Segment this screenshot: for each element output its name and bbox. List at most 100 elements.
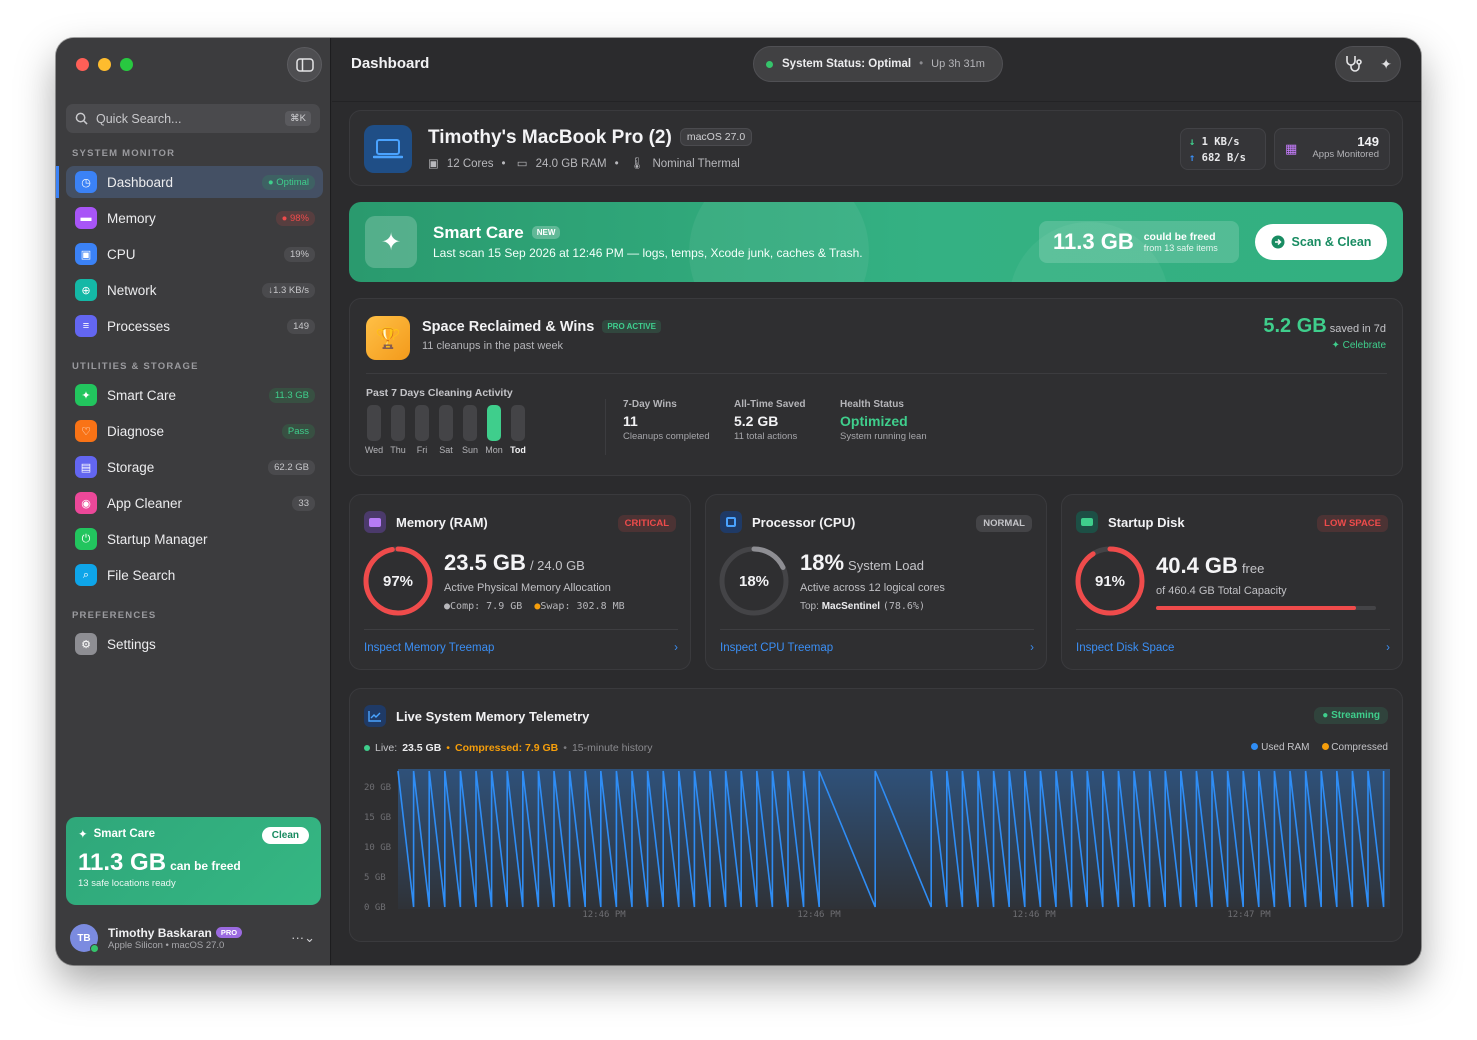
day-bar: Fri bbox=[414, 405, 430, 455]
sidebar-item-memory[interactable]: ▬ Memory ● 98% bbox=[66, 202, 323, 234]
link-label: Inspect Disk Space bbox=[1076, 642, 1175, 654]
critical-badge: CRITICAL bbox=[617, 515, 676, 532]
close-window-button[interactable] bbox=[76, 58, 89, 71]
search-shortcut: ⌘K bbox=[285, 111, 311, 126]
sidebar-item-label: Network bbox=[107, 282, 157, 298]
legend-label: Compressed bbox=[1331, 742, 1388, 753]
status-dot bbox=[766, 60, 773, 68]
memory-card-header: Memory (RAM) bbox=[364, 511, 488, 533]
banner-title: Smart Care bbox=[433, 223, 524, 242]
chart-icon bbox=[364, 705, 386, 727]
minimize-window-button[interactable] bbox=[98, 58, 111, 71]
compressed-value: Compressed: 7.9 GB bbox=[454, 742, 559, 754]
day-bar: Sat bbox=[438, 405, 454, 455]
used-ram-line bbox=[397, 770, 1385, 908]
section-system-monitor: SYSTEM MONITOR bbox=[72, 148, 176, 159]
sidebar-item-diagnose[interactable]: ♡ Diagnose Pass bbox=[66, 415, 323, 447]
x-tick-label: 12:46 PM bbox=[797, 910, 841, 920]
user-info: Timothy Baskaran PRO Apple Silicon • macO… bbox=[98, 925, 243, 951]
y-tick-label: 0 GB bbox=[364, 903, 386, 913]
apps-label: Apps Monitored bbox=[1312, 149, 1379, 160]
section-utilities-storage: UTILITIES & STORAGE bbox=[72, 361, 199, 372]
user-profile[interactable]: TB Timothy Baskaran PRO Apple Silicon • m… bbox=[70, 924, 315, 953]
sidebar-item-label: Processes bbox=[107, 318, 171, 334]
memory-total: / 24.0 GB bbox=[529, 558, 585, 573]
banner-subtitle: Last scan 15 Sep 2026 at 12:46 PM — logs… bbox=[433, 246, 863, 260]
y-tick-label: 15 GB bbox=[364, 813, 391, 823]
card-title: Processor (CPU) bbox=[752, 514, 856, 530]
separator-dot: • bbox=[614, 158, 619, 170]
sidebar-item-storage[interactable]: ▤ Storage 62.2 GB bbox=[66, 451, 323, 483]
sidebar-item-network[interactable]: ⊕ Network ↓1.3 KB/s bbox=[66, 274, 323, 306]
freeable-caption: could be freed from 13 safe items bbox=[1143, 230, 1218, 253]
sidebar-item-label: CPU bbox=[107, 246, 136, 262]
stethoscope-icon[interactable] bbox=[1344, 54, 1364, 75]
memory-icon: ▭ bbox=[516, 158, 528, 170]
clean-button[interactable]: Clean bbox=[261, 827, 309, 844]
inspect-memory-link[interactable]: Inspect Memory Treemap › bbox=[364, 629, 678, 654]
machine-name-row: Timothy's MacBook Pro (2) macOS 27.0 bbox=[428, 127, 753, 149]
memory-icon: ▬ bbox=[75, 207, 97, 229]
top-pct: (78.6%) bbox=[882, 601, 925, 612]
apps-monitored: ▦ 149 Apps Monitored bbox=[1274, 128, 1390, 170]
machine-info-card: Timothy's MacBook Pro (2) macOS 27.0 ▣ 12 … bbox=[349, 110, 1403, 186]
cpu-caption: Active across 12 logical cores bbox=[800, 582, 945, 594]
sidebar-toggle-button[interactable] bbox=[287, 47, 322, 82]
stat-sub: Cleanups completed bbox=[623, 431, 710, 442]
memory-gauge: 97% bbox=[362, 545, 434, 622]
top-process: MacSentinel bbox=[821, 601, 881, 612]
smart-care-badge: 11.3 GB bbox=[268, 387, 315, 403]
scan-clean-button[interactable]: Scan & Clean bbox=[1255, 224, 1387, 260]
freeable-line2: from 13 safe items bbox=[1143, 242, 1218, 253]
top-label: Top: bbox=[800, 601, 819, 612]
zoom-window-button[interactable] bbox=[120, 58, 133, 71]
section-preferences: PREFERENCES bbox=[72, 610, 157, 621]
sidebar-item-processes[interactable]: ≡ Processes 149 bbox=[66, 310, 323, 342]
upload-row: ↑ 682 B/s bbox=[1189, 150, 1257, 166]
space-reclaimed-card: 🏆 Space Reclaimed & Wins PRO ACTIVE 11 cl… bbox=[349, 298, 1403, 476]
uptime-text: Up 3h 31m bbox=[931, 58, 985, 70]
user-name: Timothy Baskaran bbox=[108, 925, 212, 940]
laptop-icon bbox=[364, 125, 412, 173]
sidebar-item-smart-care[interactable]: ✦ Smart Care 11.3 GB bbox=[66, 379, 323, 411]
sidebar-item-settings[interactable]: ⚙ Settings bbox=[66, 628, 323, 660]
memory-card: Memory (RAM) CRITICAL 97% 23.5 GB/ 24.0 … bbox=[349, 494, 691, 670]
disk-usage-fill bbox=[1156, 606, 1357, 610]
memory-caption: Active Physical Memory Allocation bbox=[444, 582, 611, 594]
sidebar-item-file-search[interactable]: ⌕ File Search bbox=[66, 559, 323, 591]
quick-search-input[interactable]: Quick Search... ⌘K bbox=[66, 104, 320, 133]
cpu-badge: 19% bbox=[283, 246, 315, 262]
sparkle-icon[interactable]: ✦ bbox=[1380, 55, 1392, 72]
disk-gauge: 91% bbox=[1074, 545, 1146, 622]
inspect-cpu-link[interactable]: Inspect CPU Treemap › bbox=[720, 629, 1034, 654]
saved-summary: 5.2 GB saved in 7d ✦ Celebrate bbox=[1263, 315, 1386, 351]
scan-clean-label: Scan & Clean bbox=[1291, 235, 1372, 249]
celebrate-link[interactable]: ✦ Celebrate bbox=[1263, 340, 1386, 351]
day-bar-fill bbox=[391, 405, 405, 441]
sidebar-item-app-cleaner[interactable]: ◉ App Cleaner 33 bbox=[66, 487, 323, 519]
new-badge: NEW bbox=[531, 226, 561, 239]
divider bbox=[366, 373, 1387, 374]
system-status-pill[interactable]: System Status: Optimal • Up 3h 31m bbox=[753, 46, 1003, 82]
sidebar-item-startup-manager[interactable]: ⏻ Startup Manager bbox=[66, 523, 323, 555]
storage-badge: 62.2 GB bbox=[268, 459, 315, 475]
more-menu-button[interactable]: ···⌄ bbox=[291, 930, 315, 945]
card-title: Memory (RAM) bbox=[396, 514, 488, 530]
cpu-value-row: 18% System Load bbox=[800, 550, 924, 576]
smart-care-sidebar-card[interactable]: ✦ Smart Care Clean 11.3 GB can be freed 13… bbox=[66, 817, 321, 905]
pro-badge: PRO bbox=[215, 926, 243, 938]
stethoscope-icon: ♡ bbox=[75, 420, 97, 442]
inspect-disk-link[interactable]: Inspect Disk Space › bbox=[1076, 629, 1390, 654]
freeable-line1: could be freed bbox=[1143, 230, 1216, 243]
stat-sub: 11 total actions bbox=[734, 431, 798, 442]
memory-value-row: 23.5 GB/ 24.0 GB bbox=[444, 550, 585, 576]
status-text: System Status: Optimal bbox=[782, 58, 912, 70]
sidebar-item-dashboard[interactable]: ◷ Dashboard ● Optimal bbox=[56, 166, 323, 198]
disk-icon bbox=[1076, 511, 1098, 533]
storage-icon: ▤ bbox=[75, 456, 97, 478]
gear-icon: ⚙ bbox=[75, 633, 97, 655]
sparkle-icon: ✦ bbox=[1331, 340, 1340, 351]
sidebar-item-cpu[interactable]: ▣ CPU 19% bbox=[66, 238, 323, 270]
y-tick-label: 20 GB bbox=[364, 783, 391, 793]
link-label: Inspect Memory Treemap bbox=[364, 642, 495, 654]
